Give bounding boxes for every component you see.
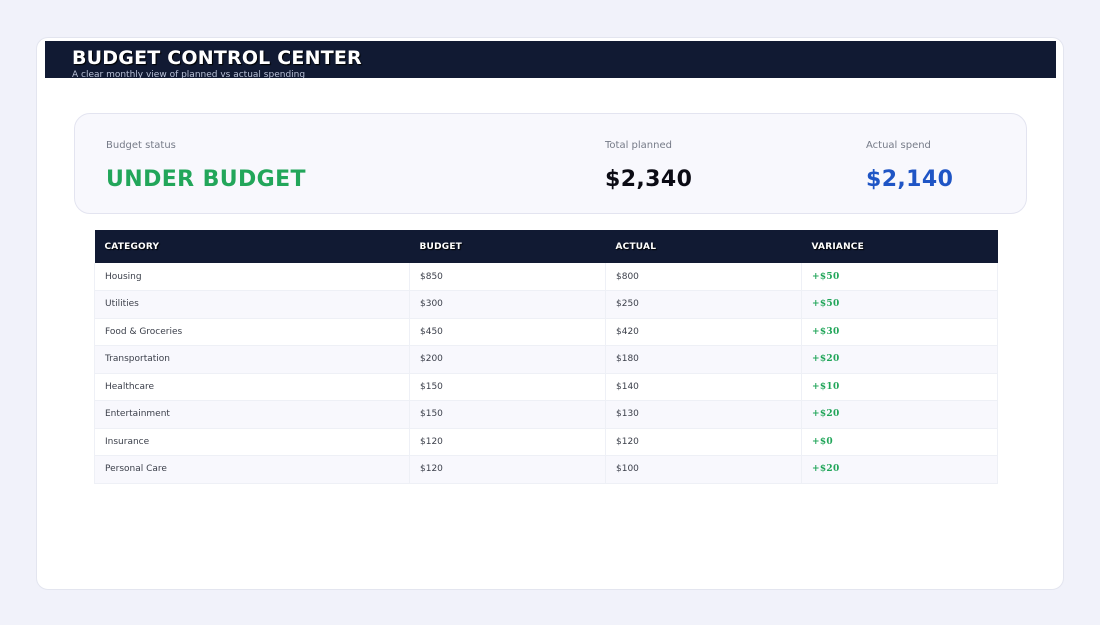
budget-status-metric: Budget status UNDER BUDGET — [106, 140, 306, 192]
table-row: Housing $850 $800 +$50 — [94, 263, 998, 291]
cell-variance: +$10 — [801, 373, 998, 401]
table-row: Healthcare $150 $140 +$10 — [94, 373, 998, 401]
cell-category: Personal Care — [94, 455, 410, 484]
total-planned-value: $2,340 — [605, 167, 693, 192]
cell-actual: $120 — [605, 428, 802, 456]
cell-budget: $200 — [409, 345, 606, 374]
table-header: CATEGORY BUDGET ACTUAL VARIANCE — [94, 230, 998, 263]
column-header-actual: ACTUAL — [605, 230, 802, 263]
budget-status-value: UNDER BUDGET — [106, 167, 306, 192]
page-subtitle: A clear monthly view of planned vs actua… — [72, 70, 306, 78]
budget-status-label: Budget status — [106, 140, 176, 151]
table-header-row: CATEGORY BUDGET ACTUAL VARIANCE — [94, 230, 998, 263]
column-header-budget: BUDGET — [409, 230, 606, 263]
cell-variance: +$50 — [801, 290, 998, 319]
dashboard-card: BUDGET CONTROL CENTER A clear monthly vi… — [36, 37, 1064, 590]
total-planned-label: Total planned — [605, 140, 672, 151]
cell-category: Utilities — [94, 290, 410, 319]
cell-actual: $100 — [605, 455, 802, 484]
cell-budget: $120 — [409, 455, 606, 484]
cell-variance: +$20 — [801, 345, 998, 374]
cell-budget: $120 — [409, 428, 606, 456]
column-header-variance: VARIANCE — [801, 230, 998, 263]
cell-budget: $450 — [409, 318, 606, 346]
cell-actual: $250 — [605, 290, 802, 319]
total-planned-metric: Total planned $2,340 — [605, 140, 692, 192]
table-row: Transportation $200 $180 +$20 — [94, 345, 998, 374]
table-row: Food & Groceries $450 $420 +$30 — [94, 318, 998, 346]
cell-actual: $180 — [605, 345, 802, 374]
cell-category: Entertainment — [94, 400, 410, 429]
cell-budget: $300 — [409, 290, 606, 319]
table-row: Utilities $300 $250 +$50 — [94, 290, 998, 319]
actual-spend-value: $2,140 — [866, 167, 954, 192]
table-body: Housing $850 $800 +$50 Utilities $300 $250 +$50… — [94, 263, 998, 484]
cell-variance: +$20 — [801, 400, 998, 429]
table-row: Entertainment $150 $130 +$20 — [94, 400, 998, 429]
cell-category: Transportation — [94, 345, 410, 374]
cell-category: Housing — [94, 263, 410, 291]
cell-category: Insurance — [94, 428, 410, 456]
cell-category: Food & Groceries — [94, 318, 410, 346]
budget-table-container: CATEGORY BUDGET ACTUAL VARIANCE Housing $850… — [94, 230, 998, 484]
header-bar: BUDGET CONTROL CENTER A clear monthly vi… — [45, 41, 1056, 78]
cell-actual: $800 — [605, 263, 802, 291]
cell-actual: $140 — [605, 373, 802, 401]
column-header-category: CATEGORY — [94, 230, 410, 263]
actual-spend-metric: Actual spend $2,140 — [866, 140, 953, 192]
actual-spend-label: Actual spend — [866, 140, 931, 151]
cell-budget: $150 — [409, 373, 606, 401]
table-row: Insurance $120 $120 +$0 — [94, 428, 998, 456]
page-title: BUDGET CONTROL CENTER — [72, 47, 362, 69]
cell-budget: $150 — [409, 400, 606, 429]
budget-table: CATEGORY BUDGET ACTUAL VARIANCE Housing $850… — [94, 230, 998, 484]
cell-variance: +$30 — [801, 318, 998, 346]
cell-variance: +$20 — [801, 455, 998, 484]
cell-actual: $130 — [605, 400, 802, 429]
cell-category: Healthcare — [94, 373, 410, 401]
cell-variance: +$0 — [801, 428, 998, 456]
cell-budget: $850 — [409, 263, 606, 291]
summary-panel: Budget status UNDER BUDGET Total planned… — [74, 113, 1027, 214]
table-row: Personal Care $120 $100 +$20 — [94, 455, 998, 484]
cell-actual: $420 — [605, 318, 802, 346]
cell-variance: +$50 — [801, 263, 998, 291]
